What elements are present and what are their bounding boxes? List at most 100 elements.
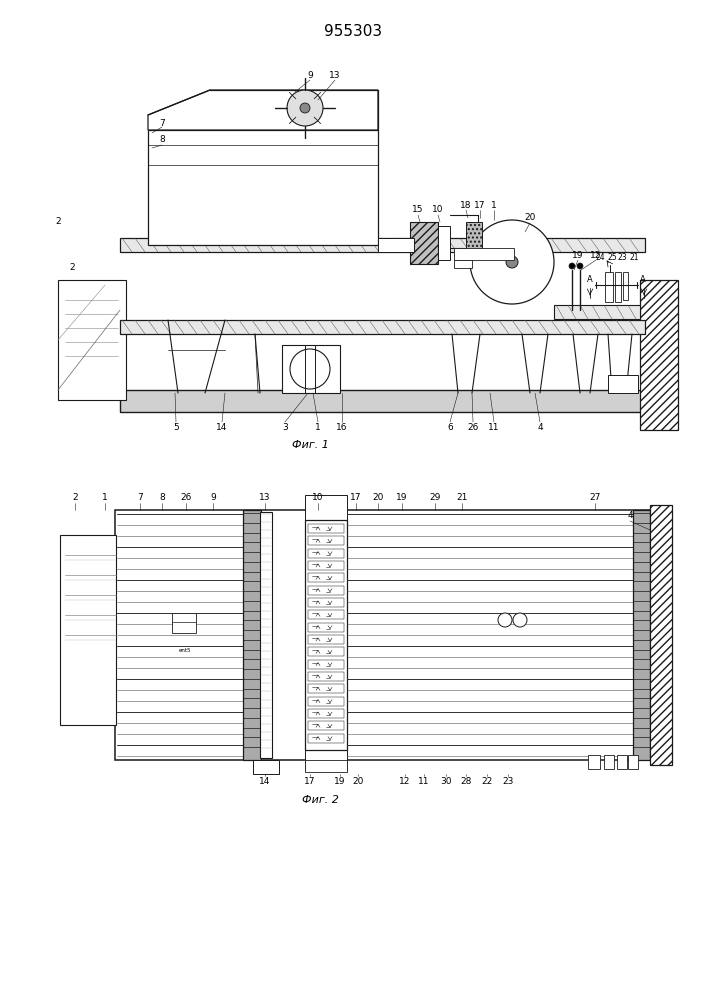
Text: 9: 9 bbox=[307, 70, 313, 80]
Text: 20: 20 bbox=[525, 214, 536, 223]
Bar bbox=[628, 755, 638, 769]
Bar bbox=[308, 524, 344, 533]
Bar bbox=[608, 375, 638, 393]
Text: 10: 10 bbox=[312, 492, 324, 502]
Text: 26: 26 bbox=[180, 492, 192, 502]
Bar bbox=[308, 734, 344, 743]
Text: 6: 6 bbox=[447, 424, 453, 432]
Bar bbox=[438, 226, 450, 260]
Text: 10: 10 bbox=[432, 206, 444, 215]
Text: 18: 18 bbox=[460, 200, 472, 210]
Text: 1: 1 bbox=[491, 200, 497, 210]
Bar bbox=[454, 248, 514, 260]
Text: 5: 5 bbox=[173, 424, 179, 432]
Bar bbox=[305, 750, 347, 770]
Bar bbox=[282, 345, 340, 393]
Bar bbox=[650, 505, 672, 765]
Text: 2: 2 bbox=[72, 492, 78, 502]
Text: 11: 11 bbox=[419, 778, 430, 786]
Text: 2: 2 bbox=[55, 218, 61, 227]
Text: 17: 17 bbox=[304, 778, 316, 786]
Circle shape bbox=[569, 263, 575, 269]
Circle shape bbox=[287, 90, 323, 126]
Text: 12: 12 bbox=[590, 250, 602, 259]
Bar bbox=[633, 510, 650, 760]
Text: 21: 21 bbox=[629, 253, 638, 262]
Text: 19: 19 bbox=[334, 778, 346, 786]
Bar bbox=[308, 721, 344, 730]
Text: 15: 15 bbox=[412, 206, 423, 215]
Circle shape bbox=[498, 613, 512, 627]
Text: 17: 17 bbox=[474, 200, 486, 210]
Text: 8: 8 bbox=[159, 492, 165, 502]
Text: 12: 12 bbox=[399, 778, 411, 786]
Bar bbox=[148, 130, 378, 245]
Bar bbox=[60, 535, 116, 725]
Bar bbox=[617, 755, 627, 769]
Bar bbox=[305, 760, 347, 772]
Bar bbox=[308, 623, 344, 632]
Bar bbox=[308, 697, 344, 706]
Text: 23: 23 bbox=[502, 778, 514, 786]
Bar bbox=[410, 222, 438, 264]
Text: 26: 26 bbox=[467, 424, 479, 432]
Circle shape bbox=[470, 220, 554, 304]
Bar bbox=[308, 549, 344, 558]
Text: 27: 27 bbox=[590, 492, 601, 502]
Bar bbox=[615, 272, 621, 302]
Text: 7: 7 bbox=[137, 492, 143, 502]
Bar bbox=[454, 260, 472, 268]
Text: 8: 8 bbox=[159, 135, 165, 144]
Text: 21: 21 bbox=[456, 492, 468, 502]
Circle shape bbox=[577, 263, 583, 269]
Bar bbox=[308, 561, 344, 570]
Text: 11: 11 bbox=[489, 424, 500, 432]
Bar bbox=[120, 320, 645, 334]
Text: 30: 30 bbox=[440, 778, 452, 786]
Text: 28: 28 bbox=[460, 778, 472, 786]
Bar bbox=[115, 510, 650, 760]
Circle shape bbox=[300, 103, 310, 113]
Text: A: A bbox=[587, 275, 593, 284]
Text: A: A bbox=[640, 275, 646, 284]
Bar bbox=[308, 635, 344, 644]
Text: 25: 25 bbox=[607, 253, 617, 262]
Bar bbox=[243, 510, 261, 760]
Bar bbox=[308, 610, 344, 619]
Bar bbox=[308, 709, 344, 718]
Bar bbox=[378, 238, 414, 252]
Bar bbox=[253, 760, 279, 774]
Bar bbox=[623, 272, 628, 300]
Text: 20: 20 bbox=[352, 778, 363, 786]
Bar bbox=[120, 390, 665, 412]
Text: 2: 2 bbox=[69, 263, 75, 272]
Bar bbox=[605, 272, 613, 302]
Polygon shape bbox=[148, 90, 378, 130]
Bar bbox=[466, 222, 482, 258]
Text: 29: 29 bbox=[429, 492, 440, 502]
Text: 19: 19 bbox=[396, 492, 408, 502]
Text: 20: 20 bbox=[373, 492, 384, 502]
Bar bbox=[588, 755, 600, 769]
Bar bbox=[120, 238, 645, 252]
Text: 4: 4 bbox=[537, 424, 543, 432]
Bar bbox=[604, 755, 614, 769]
Circle shape bbox=[290, 349, 330, 389]
Bar bbox=[308, 672, 344, 681]
Text: 24: 24 bbox=[595, 253, 604, 262]
Bar bbox=[308, 598, 344, 607]
Bar bbox=[308, 536, 344, 545]
Bar bbox=[260, 512, 272, 758]
Bar bbox=[305, 495, 347, 525]
Bar bbox=[308, 647, 344, 656]
Text: Фиг. 2: Фиг. 2 bbox=[302, 795, 339, 805]
Text: 17: 17 bbox=[350, 492, 362, 502]
Text: 16: 16 bbox=[337, 424, 348, 432]
Text: 1: 1 bbox=[315, 424, 321, 432]
Text: 13: 13 bbox=[259, 492, 271, 502]
Text: 19: 19 bbox=[572, 250, 584, 259]
Bar bbox=[554, 305, 640, 319]
Bar bbox=[308, 684, 344, 693]
Bar bbox=[172, 613, 196, 633]
Circle shape bbox=[513, 613, 527, 627]
